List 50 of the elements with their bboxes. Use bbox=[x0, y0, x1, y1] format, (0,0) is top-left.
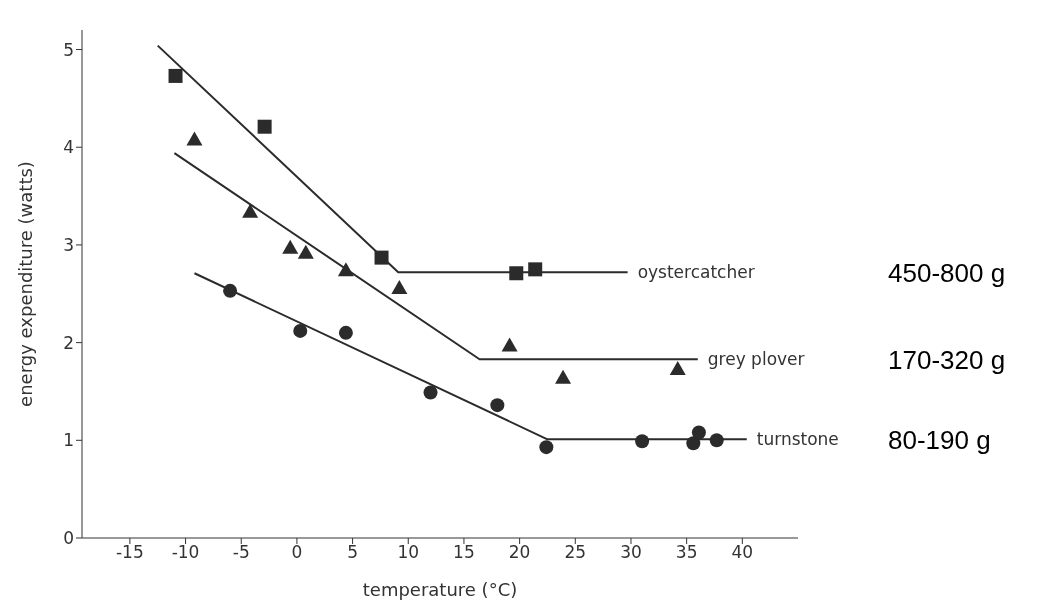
series-label: oystercatcher bbox=[637, 262, 755, 283]
x-axis-title: temperature (°C) bbox=[362, 579, 518, 600]
point bbox=[168, 68, 183, 83]
point bbox=[257, 119, 272, 134]
point bbox=[186, 131, 203, 146]
point bbox=[669, 360, 686, 375]
series-label: turnstone bbox=[756, 429, 839, 450]
y-tick-label: 1 bbox=[63, 430, 74, 451]
series-label: grey plover bbox=[707, 349, 805, 370]
point bbox=[528, 262, 543, 277]
x-tick-label: 20 bbox=[508, 542, 531, 563]
y-tick-label: 0 bbox=[63, 528, 74, 549]
x-tick-label: 25 bbox=[564, 542, 587, 563]
point bbox=[490, 398, 505, 413]
x-tick-label: 15 bbox=[453, 542, 475, 563]
text: 170-320 g bbox=[888, 345, 1006, 376]
x-tick-label: -10 bbox=[171, 542, 200, 563]
point bbox=[555, 369, 572, 384]
point bbox=[509, 266, 524, 281]
x-tick-label: 10 bbox=[397, 542, 420, 563]
text: 80-190 g bbox=[888, 425, 991, 456]
y-axis-title: energy expenditure (watts) bbox=[15, 161, 37, 407]
point bbox=[423, 385, 438, 400]
x-tick-label: 35 bbox=[675, 542, 698, 563]
point bbox=[686, 436, 701, 451]
point bbox=[223, 283, 238, 298]
point bbox=[691, 425, 706, 440]
point bbox=[282, 239, 299, 254]
x-tick-label: 40 bbox=[731, 542, 754, 563]
point bbox=[501, 337, 518, 352]
x-tick-label: -5 bbox=[232, 542, 250, 563]
point bbox=[539, 440, 554, 455]
x-tick-label: 0 bbox=[291, 542, 303, 563]
point bbox=[337, 262, 354, 277]
point bbox=[293, 323, 308, 338]
point bbox=[391, 279, 408, 294]
x-tick-label: -15 bbox=[115, 542, 144, 563]
point bbox=[709, 433, 724, 448]
point bbox=[242, 203, 259, 218]
point bbox=[297, 244, 314, 259]
point bbox=[374, 250, 389, 265]
y-tick-label: 2 bbox=[63, 332, 74, 353]
y-tick-label: 4 bbox=[63, 137, 74, 158]
y-tick-label: 5 bbox=[63, 39, 74, 60]
x-tick-label: 30 bbox=[620, 542, 642, 563]
x-tick-label: 5 bbox=[347, 542, 358, 563]
y-tick-label: 3 bbox=[63, 234, 74, 255]
point bbox=[338, 325, 353, 340]
text: 450-800 g bbox=[888, 258, 1006, 289]
point bbox=[635, 434, 650, 449]
